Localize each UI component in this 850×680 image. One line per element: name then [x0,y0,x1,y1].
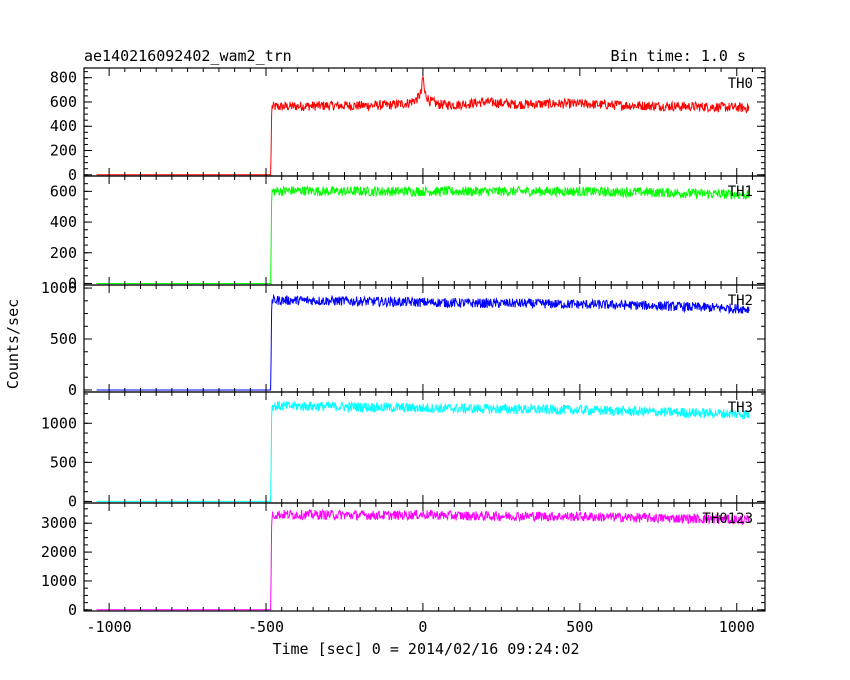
x-tick-label: -500 [248,618,284,636]
x-axis-label: Time [sec] 0 = 2014/02/16 09:24:02 [272,640,579,658]
panel-th0123: 0 1000 2000 3000 TH0123 [41,502,766,619]
y-tick-label: 600 [50,182,77,200]
x-tick-label: 500 [566,618,593,636]
y-tick-label: 3000 [41,514,77,532]
y-tick-label: 0 [68,492,77,510]
y-tick-label: 200 [50,142,77,160]
y-tick-label: 400 [50,117,77,135]
series-line-th0 [96,75,750,176]
y-tick-label: 500 [50,330,77,348]
panel-label: TH0 [728,76,753,92]
x-tick-label: -1000 [87,618,132,636]
y-tick-label: 600 [50,93,77,111]
panel-th1: 0 200 400 600 TH1 [50,175,766,292]
series-line-th2 [96,293,750,391]
x-tick-label: 1000 [719,618,755,636]
series-line-th3 [96,400,750,502]
panel-label: TH0123 [702,511,753,527]
y-tick-label: 400 [50,213,77,231]
series-line-th0123 [96,508,750,611]
panel-th3: 0 500 1000 TH3 [41,391,766,510]
y-tick-label: 800 [50,69,77,87]
y-tick-label: 0 [68,166,77,184]
y-tick-label: 1000 [41,279,77,297]
panel-label: TH2 [728,293,753,309]
y-tick-label: 0 [68,274,77,292]
bin-time-label: Bin time: 1.0 s [611,47,746,65]
panel-frame [83,67,766,177]
y-tick-label: 1000 [41,572,77,590]
chart-title: ae140216092402_wam2_trn [84,47,292,65]
y-tick-label: 200 [50,244,77,262]
y-tick-label: 500 [50,453,77,471]
panel-frame [83,502,766,612]
panel-label: TH3 [728,400,753,416]
y-tick-label: 0 [68,601,77,619]
x-tick-label: 0 [418,618,427,636]
y-tick-label: 2000 [41,543,77,561]
panel-th2: 0 500 1000 TH2 [41,279,766,399]
series-line-th1 [96,185,750,284]
y-tick-label: 1000 [41,414,77,432]
y-tick-label: 0 [68,381,77,399]
y-axis-label: Counts/sec [4,299,22,389]
panel-label: TH1 [728,184,753,200]
panels-group: 0 200 400 600 800 TH0 0 200 400 600 TH1 0 500 1000 TH2… [41,67,766,636]
panel-th0: 0 200 400 600 800 TH0 [50,67,766,184]
